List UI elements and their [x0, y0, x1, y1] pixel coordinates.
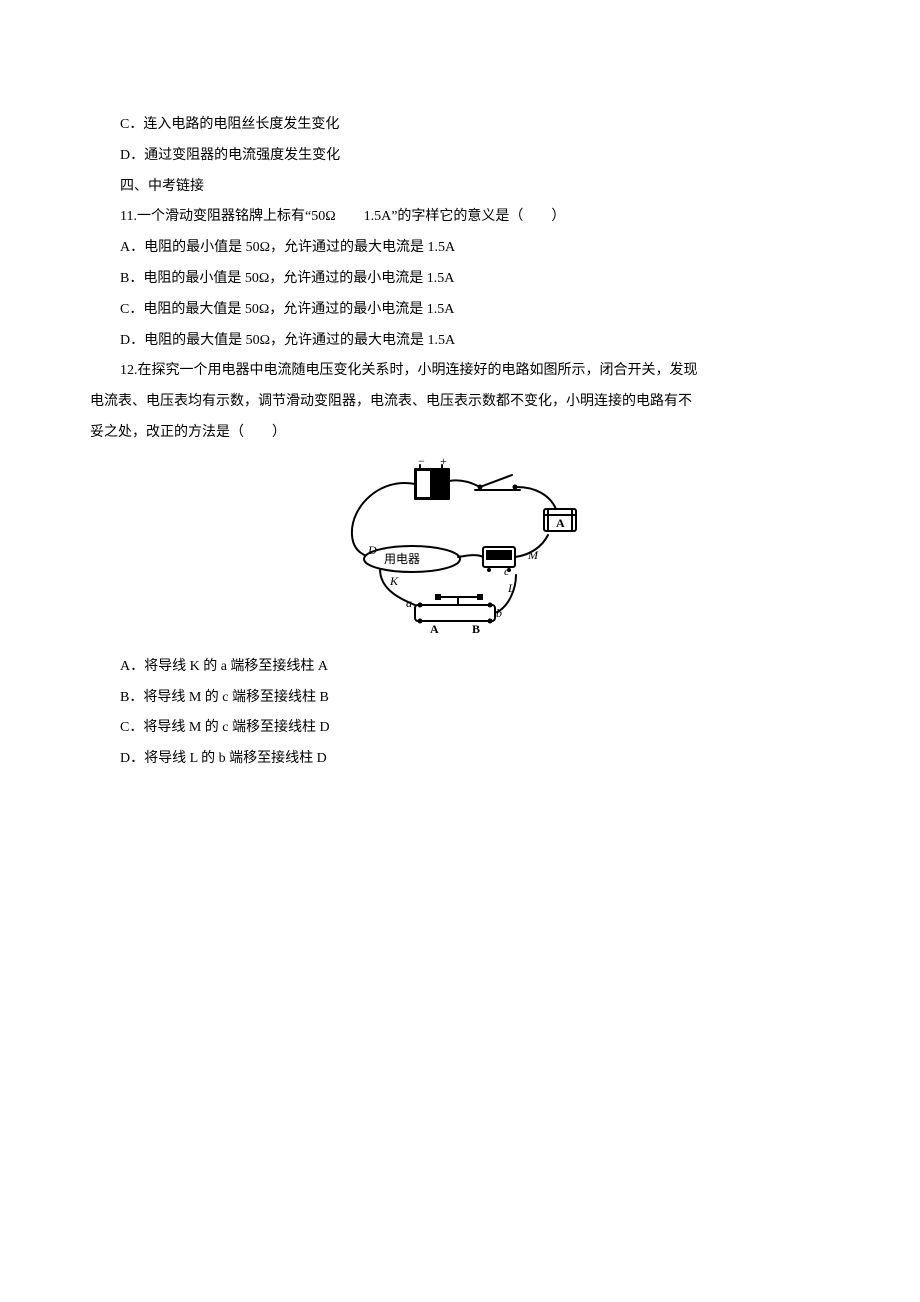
q11-stem: 11.一个滑动变阻器铭牌上标有“50Ω 1.5A”的字样它的意义是（ ） [90, 202, 830, 233]
q12-option-c: C．将导线 M 的 c 端移至接线柱 D [90, 713, 830, 744]
prev-option-c: C．连入电路的电阻丝长度发生变化 [90, 110, 830, 141]
q11-option-d: D．电阻的最大值是 50Ω，允许通过的最大电流是 1.5A [90, 326, 830, 357]
svg-text:V: V [494, 548, 503, 562]
svg-text:M: M [527, 548, 539, 562]
svg-text:c: c [504, 564, 510, 578]
q12-stem-line3: 妥之处，改正的方法是（ ） [90, 418, 830, 449]
q12-option-b: B．将导线 M 的 c 端移至接线柱 B [90, 683, 830, 714]
q12-circuit-diagram: − + D 用电器 K V A M L c a b A B [320, 457, 600, 642]
q12-stem-line1: 12.在探究一个用电器中电流随电压变化关系时，小明连接好的电路如图所示，闭合开关… [90, 356, 830, 387]
svg-text:D: D [367, 543, 377, 557]
q12-option-d: D．将导线 L 的 b 端移至接线柱 D [90, 744, 830, 775]
svg-text:+: + [440, 457, 447, 468]
svg-text:用电器: 用电器 [384, 552, 420, 566]
svg-text:−: − [418, 457, 425, 468]
q12-option-a: A．将导线 K 的 a 端移至接线柱 A [90, 652, 830, 683]
svg-text:a: a [406, 596, 412, 610]
svg-text:A: A [430, 622, 439, 636]
q12-circuit-diagram-wrap: − + D 用电器 K V A M L c a b A B [90, 457, 830, 642]
section-4-heading: 四、中考链接 [90, 172, 830, 203]
q11-option-b: B．电阻的最小值是 50Ω，允许通过的最小电流是 1.5A [90, 264, 830, 295]
svg-text:K: K [389, 574, 399, 588]
svg-text:L: L [507, 581, 515, 595]
svg-text:A: A [556, 516, 565, 530]
q11-option-a: A．电阻的最小值是 50Ω，允许通过的最大电流是 1.5A [90, 233, 830, 264]
prev-option-d: D．通过变阻器的电流强度发生变化 [90, 141, 830, 172]
q12-stem-line2: 电流表、电压表均有示数，调节滑动变阻器，电流表、电压表示数都不变化，小明连接的电… [90, 387, 830, 418]
svg-text:B: B [472, 622, 480, 636]
svg-text:b: b [496, 606, 502, 620]
q11-option-c: C．电阻的最大值是 50Ω，允许通过的最小电流是 1.5A [90, 295, 830, 326]
